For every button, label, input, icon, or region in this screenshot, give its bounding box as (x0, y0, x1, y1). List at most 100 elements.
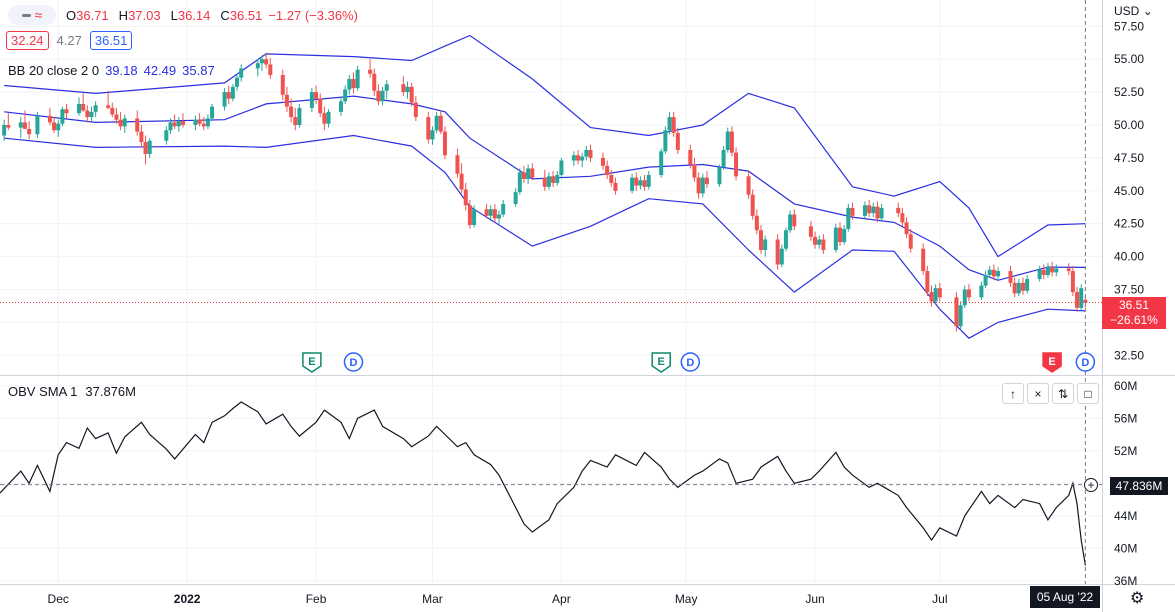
candle-body (530, 168, 535, 178)
candle (788, 210, 793, 233)
time-tick-label: Mar (422, 592, 443, 606)
candle-body (838, 227, 843, 243)
bb-legend[interactable]: BB 20 close 2 0 39.18 42.49 35.87 (8, 63, 215, 78)
candle-body (521, 172, 526, 179)
candle-body (27, 128, 32, 135)
candle (368, 59, 373, 78)
candle-body (210, 106, 215, 119)
candle-body (775, 239, 780, 265)
earnings-marker[interactable]: E (302, 352, 322, 373)
candle-body (1020, 282, 1025, 291)
candle-body (135, 118, 140, 132)
candle-body (322, 113, 327, 124)
candle (704, 171, 709, 189)
dividend-marker[interactable]: D (343, 352, 364, 372)
bb-upper-line (4, 34, 1086, 258)
candle (118, 111, 123, 131)
earnings-badge (302, 352, 322, 373)
obv-legend[interactable]: OBV SMA 1 37.876M (8, 384, 136, 399)
maximize-pane-button[interactable]: □ (1077, 383, 1099, 404)
candle-body (372, 73, 377, 91)
candle-body (122, 118, 127, 127)
dividend-label: D (686, 357, 694, 369)
bb-basis-line (4, 95, 1086, 281)
candle-body (60, 109, 65, 124)
candle (862, 201, 867, 219)
candle-body (1079, 288, 1084, 308)
candle (979, 281, 984, 300)
minus-icon (21, 13, 31, 17)
candle (867, 200, 872, 218)
obv-series-line (0, 401, 1086, 566)
candle-body (193, 119, 198, 125)
candle (64, 103, 69, 119)
candle-body (222, 92, 227, 107)
candle-body (763, 239, 768, 250)
candle-body (663, 130, 668, 152)
candle (434, 111, 439, 133)
earnings-label: E (1048, 356, 1055, 368)
candle (81, 93, 86, 112)
bb-lower-value: 35.87 (182, 63, 215, 78)
candle-body (958, 305, 963, 327)
candle-body (1054, 268, 1059, 273)
candle (671, 111, 676, 137)
candle (937, 282, 942, 302)
sell-button[interactable]: 32.24 (6, 31, 49, 50)
candle (255, 59, 260, 77)
candle-body (401, 84, 406, 93)
candle-body (442, 131, 447, 156)
dividend-marker[interactable]: D (680, 352, 701, 372)
candle (60, 106, 65, 127)
candle-body (937, 288, 942, 298)
add-plus-icon[interactable]: + (1084, 478, 1098, 492)
candle (908, 228, 913, 253)
candle (996, 267, 1001, 281)
currency-selector[interactable]: USD ⌄ (1114, 4, 1153, 18)
candle (763, 235, 768, 257)
candle (850, 202, 855, 220)
candle (22, 110, 27, 129)
time-tick-label: 2022 (174, 592, 201, 606)
candle (280, 69, 285, 100)
candle (409, 82, 414, 107)
gear-icon[interactable]: ⚙ (1130, 590, 1145, 607)
candle-body (77, 103, 82, 114)
candle-body (692, 164, 697, 178)
candle (168, 118, 173, 135)
obv-tick-label: 44M (1114, 509, 1137, 523)
candle (222, 88, 227, 111)
move-pane-up-button[interactable]: ↑ (1002, 383, 1024, 404)
wave-icon: ≈ (34, 7, 43, 23)
collapse-pane-button[interactable]: ⇅ (1052, 383, 1074, 404)
candle (426, 111, 431, 144)
candle (172, 114, 177, 129)
candle-body (376, 90, 381, 102)
obv-tick-label: 40M (1114, 541, 1137, 555)
candle-body (18, 122, 23, 128)
candle-body (338, 101, 343, 112)
candle-body (900, 213, 905, 223)
candle-body (675, 132, 680, 150)
earnings-marker[interactable]: E (1042, 352, 1062, 373)
candle-body (139, 131, 144, 143)
candle (467, 200, 472, 229)
dividend-marker[interactable]: D (1075, 352, 1096, 372)
earnings-marker[interactable]: E (651, 352, 671, 373)
symbol-toggle-button[interactable]: ≈ (8, 5, 56, 25)
candle (114, 107, 119, 124)
candle-body (413, 102, 418, 118)
buy-button[interactable]: 36.51 (89, 31, 133, 50)
candle-body (862, 205, 867, 216)
candle-body (56, 123, 61, 131)
candle (1079, 284, 1084, 311)
close-pane-button[interactable]: × (1027, 383, 1049, 404)
bollinger-bands (4, 34, 1086, 339)
candle-body (1012, 282, 1017, 294)
time-axis-labels[interactable]: Dec 2022 Feb Mar Apr May Jun Jul (48, 592, 948, 606)
candle (89, 106, 94, 122)
ohlc-high: H37.03 (118, 7, 161, 23)
candle (846, 203, 851, 232)
